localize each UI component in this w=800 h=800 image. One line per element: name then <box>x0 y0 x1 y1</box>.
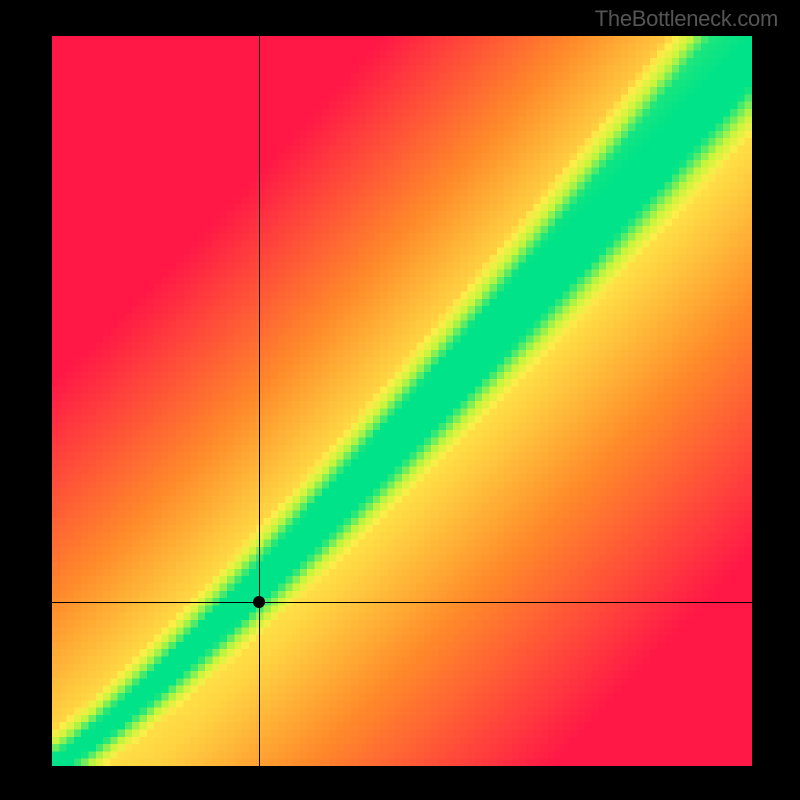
crosshair-marker-dot <box>253 596 265 608</box>
crosshair-vertical <box>259 36 260 766</box>
heatmap-canvas <box>52 36 752 766</box>
watermark-text: TheBottleneck.com <box>595 6 778 32</box>
heatmap-chart <box>52 36 752 766</box>
crosshair-horizontal <box>52 602 752 603</box>
